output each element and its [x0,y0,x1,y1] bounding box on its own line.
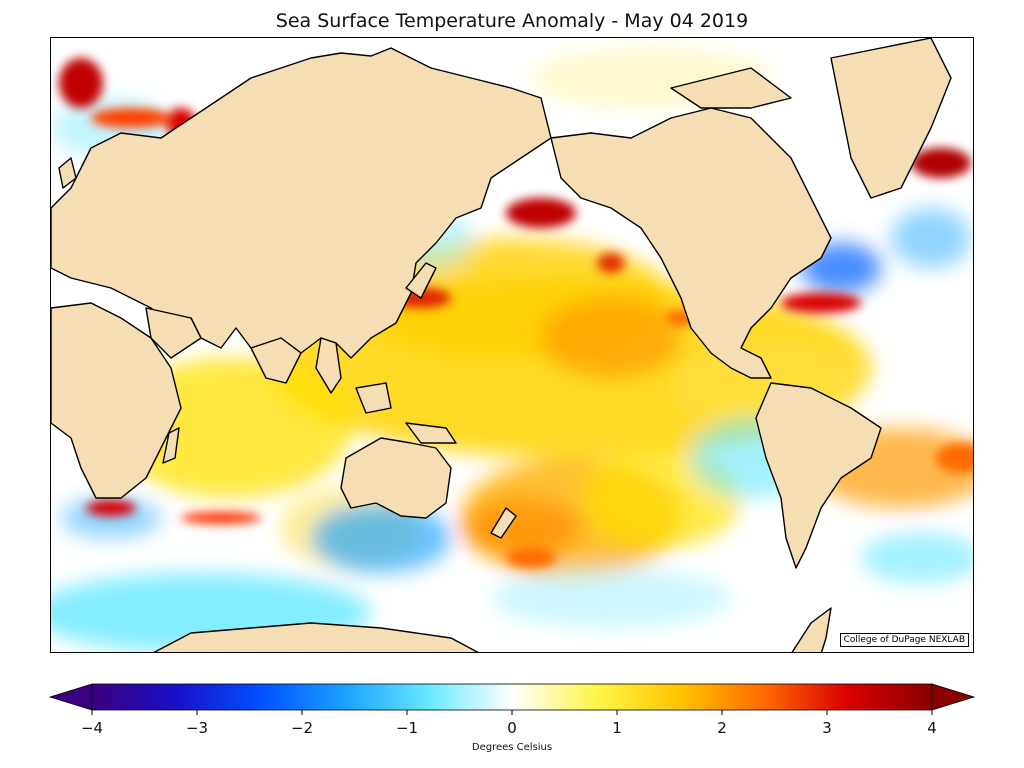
colorbar-tick-label: 3 [822,719,832,737]
madagascar [162,427,180,464]
map-svg [51,38,973,652]
africa [51,302,182,499]
south-america [755,382,882,569]
new-zealand [490,507,517,539]
colorbar-tick-label: 2 [717,719,727,737]
colorbar-tick-label: −2 [290,719,314,737]
colorbar-tick-label: −3 [185,719,209,737]
colorbar-min-extend [48,683,93,711]
australia [340,437,452,519]
colorbar-tick-label: 1 [612,719,622,737]
greenland [830,38,952,199]
colorbar-max-extend [931,683,976,711]
japan [405,262,437,299]
credit-label: College of DuPage NEXLAB [839,633,969,647]
eurasia [51,47,552,359]
new-guinea [405,422,457,444]
land [51,38,952,652]
north-america [550,107,832,379]
british-isles [58,157,77,189]
borneo [355,382,392,414]
colorbar-gradient [91,683,933,711]
colorbar-tick-label: 0 [507,719,517,737]
colorbar-ticks [91,710,933,715]
colorbar-tick-label: −4 [80,719,104,737]
colorbar-label: Degrees Celsius [471,742,553,753]
arabia [145,307,202,359]
map-title: Sea Surface Temperature Anomaly - May 04… [275,10,749,32]
antarctica [153,622,479,652]
arctic-islands [670,67,792,109]
sst-anomaly-map[interactable]: College of DuPage NEXLAB [50,37,974,653]
antarctic-peninsula [791,607,832,652]
colorbar-tick-label: 4 [927,719,937,737]
colorbar-tick-label: −1 [395,719,419,737]
india [250,337,302,384]
southeast-asia [315,337,342,394]
